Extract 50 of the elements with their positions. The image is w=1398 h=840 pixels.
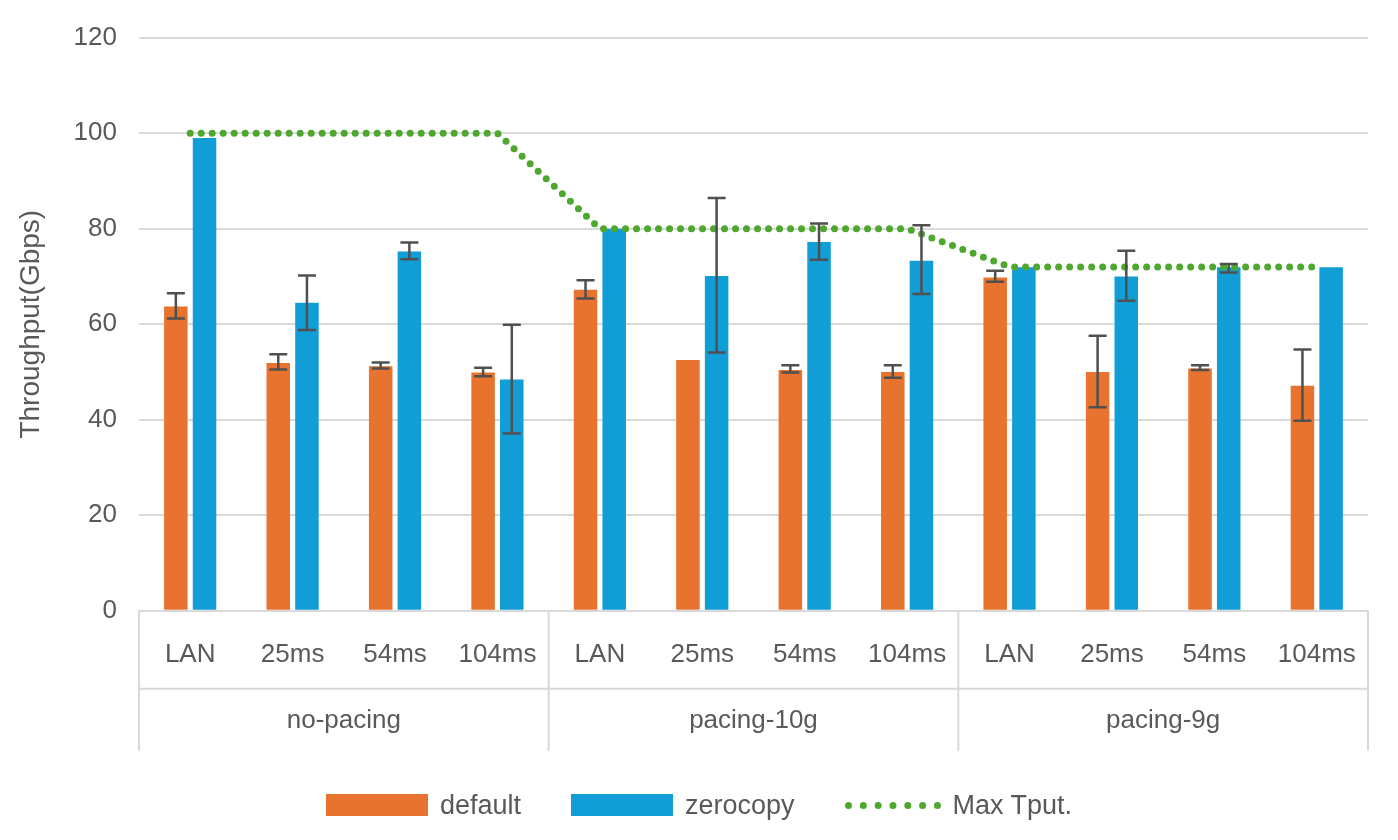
bar [266,362,291,610]
x-tick-label: 54ms [772,637,837,668]
legend-label: zerocopy [684,789,795,821]
bar [881,371,905,610]
x-tick-label: 25ms [1080,637,1144,668]
bar [1085,371,1110,610]
x-tick-label: 54ms [1182,637,1247,668]
y-tick-label: 40 [88,402,117,433]
bar [192,137,217,610]
y-tick-label: 60 [88,307,117,338]
text: no-pacing [286,703,401,734]
bar [1188,368,1212,610]
y-tick-label: 100 [73,116,117,147]
bar [164,306,188,610]
x-tick-label: LAN [574,637,626,668]
bar [807,242,831,610]
bar [471,372,495,610]
x-tick-label: 54ms [363,637,427,668]
x-tick-label: LAN [164,637,216,668]
x-tick-label: 25ms [670,637,735,668]
bar [1114,276,1139,610]
y-tick-label: 0 [102,593,117,624]
legend-label: Max Tput. [952,789,1073,821]
text: pacing-9g [1106,703,1221,734]
bar [704,275,729,610]
x-tick-label: LAN [984,637,1035,668]
bar [1319,267,1343,610]
bar [983,277,1007,610]
y-tick-label: 120 [73,20,117,51]
bar [602,228,626,610]
y-tick-label: 80 [88,211,117,242]
bar [1290,385,1315,610]
y-tick-label: 20 [88,498,117,529]
bar [909,260,934,610]
bar [1216,267,1241,610]
legend-label: default [439,789,521,821]
x-tick-label: 25ms [260,637,325,668]
x-tick-label: 104ms [458,637,537,668]
bar [500,379,524,610]
bar [295,302,319,610]
bar [778,370,803,610]
bar [676,360,700,610]
x-tick-label: 104ms [868,637,947,668]
text: pacing-10g [689,703,818,734]
x-tick-label: 104ms [1277,637,1356,668]
bar [1012,267,1036,610]
y-axis-title: Throughput(Gbps) [13,209,45,439]
bar [368,366,393,610]
bar [397,251,422,610]
bar [573,289,598,610]
